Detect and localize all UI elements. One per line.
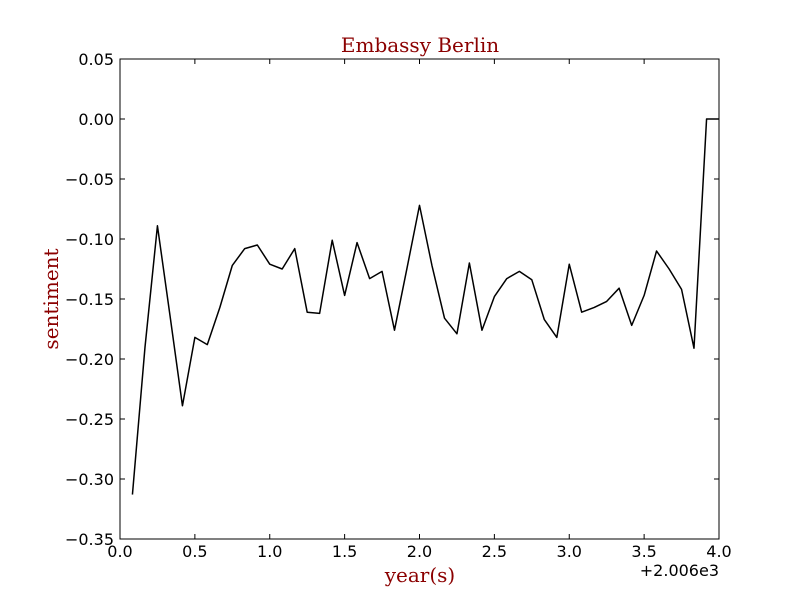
- x-tick-label: 2.0: [407, 542, 432, 561]
- series-layer: [131, 118, 719, 495]
- plot-area: [119, 58, 720, 540]
- x-axis-label: year(s): [384, 563, 456, 587]
- y-tick-label: −0.05: [65, 170, 114, 189]
- y-tick-label: −0.35: [65, 530, 114, 549]
- y-tick-label: −0.20: [65, 350, 114, 369]
- axis-ticks: 0.0 0.5 1.0 1.5 2.0 2.5 3.0 3.5 4.0 0.05 0.00 −0.05…: [65, 50, 732, 561]
- x-tick-label: 0.5: [182, 542, 207, 561]
- y-tick-label: −0.10: [65, 230, 114, 249]
- x-tick-label: 1.0: [257, 542, 282, 561]
- y-tick-label: −0.25: [65, 410, 114, 429]
- x-axis-offset-label: +2.006e3: [640, 561, 719, 580]
- x-tick-label: 3.5: [631, 542, 656, 561]
- y-tick-label: 0.00: [78, 110, 114, 129]
- y-tick-label: −0.30: [65, 470, 114, 489]
- chart-title: Embassy Berlin: [341, 33, 499, 57]
- y-axis-label: sentiment: [39, 248, 63, 349]
- x-tick-label: 4.0: [706, 542, 731, 561]
- y-tick-label: 0.05: [78, 50, 114, 69]
- series-line: [131, 118, 719, 495]
- y-tick-label: −0.15: [65, 290, 114, 309]
- x-tick-label: 2.5: [482, 542, 507, 561]
- x-tick-label: 1.5: [332, 542, 357, 561]
- x-tick-label: 3.0: [557, 542, 582, 561]
- x-tick-label: 0.0: [107, 542, 132, 561]
